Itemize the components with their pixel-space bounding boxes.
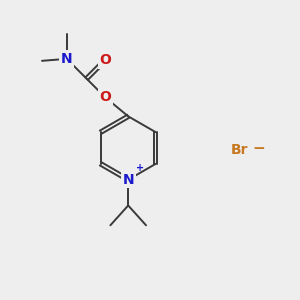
Text: N: N bbox=[122, 173, 134, 187]
Text: N: N bbox=[61, 52, 73, 66]
Text: Br: Br bbox=[230, 143, 248, 157]
Text: O: O bbox=[100, 53, 111, 67]
Text: +: + bbox=[136, 163, 144, 173]
Text: O: O bbox=[100, 91, 111, 104]
Text: −: − bbox=[253, 140, 266, 155]
